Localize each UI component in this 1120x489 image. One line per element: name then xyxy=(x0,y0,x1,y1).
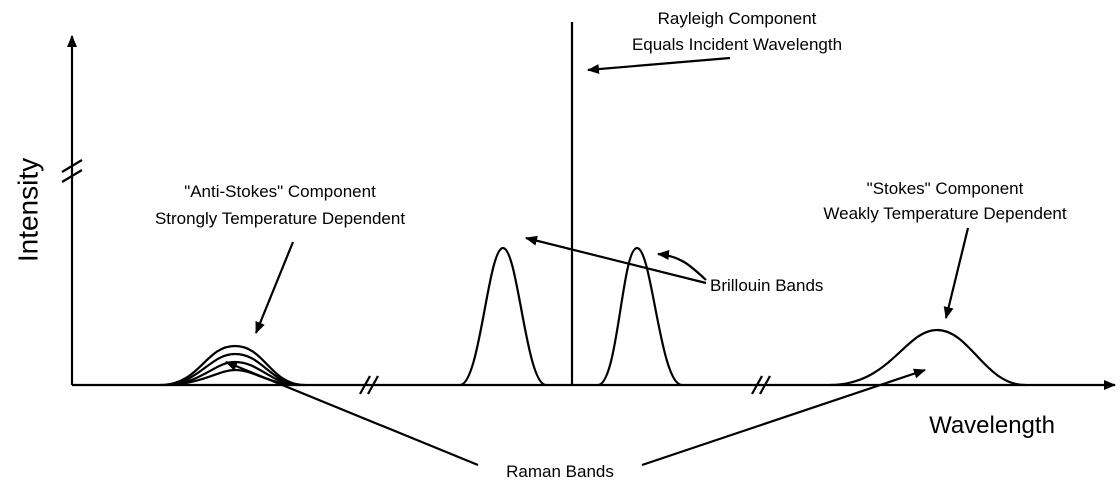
y-axis-label: Intensity xyxy=(12,158,43,262)
label: Raman Bands xyxy=(506,462,614,481)
stokes-band xyxy=(829,328,1026,387)
brillouin-peak xyxy=(459,246,547,387)
brillouin-peak xyxy=(597,246,683,387)
label: Strongly Temperature Dependent xyxy=(155,209,405,228)
label: "Stokes" Component xyxy=(867,179,1024,198)
label: Rayleigh Component xyxy=(658,9,817,28)
label: Brillouin Bands xyxy=(710,276,823,295)
arrows xyxy=(225,56,970,467)
x-axis-label: Wavelength xyxy=(929,412,1055,439)
label: Equals Incident Wavelength xyxy=(632,35,842,54)
label: Weakly Temperature Dependent xyxy=(823,204,1066,223)
label: "Anti-Stokes" Component xyxy=(184,182,376,201)
axis-breaks xyxy=(61,159,771,395)
